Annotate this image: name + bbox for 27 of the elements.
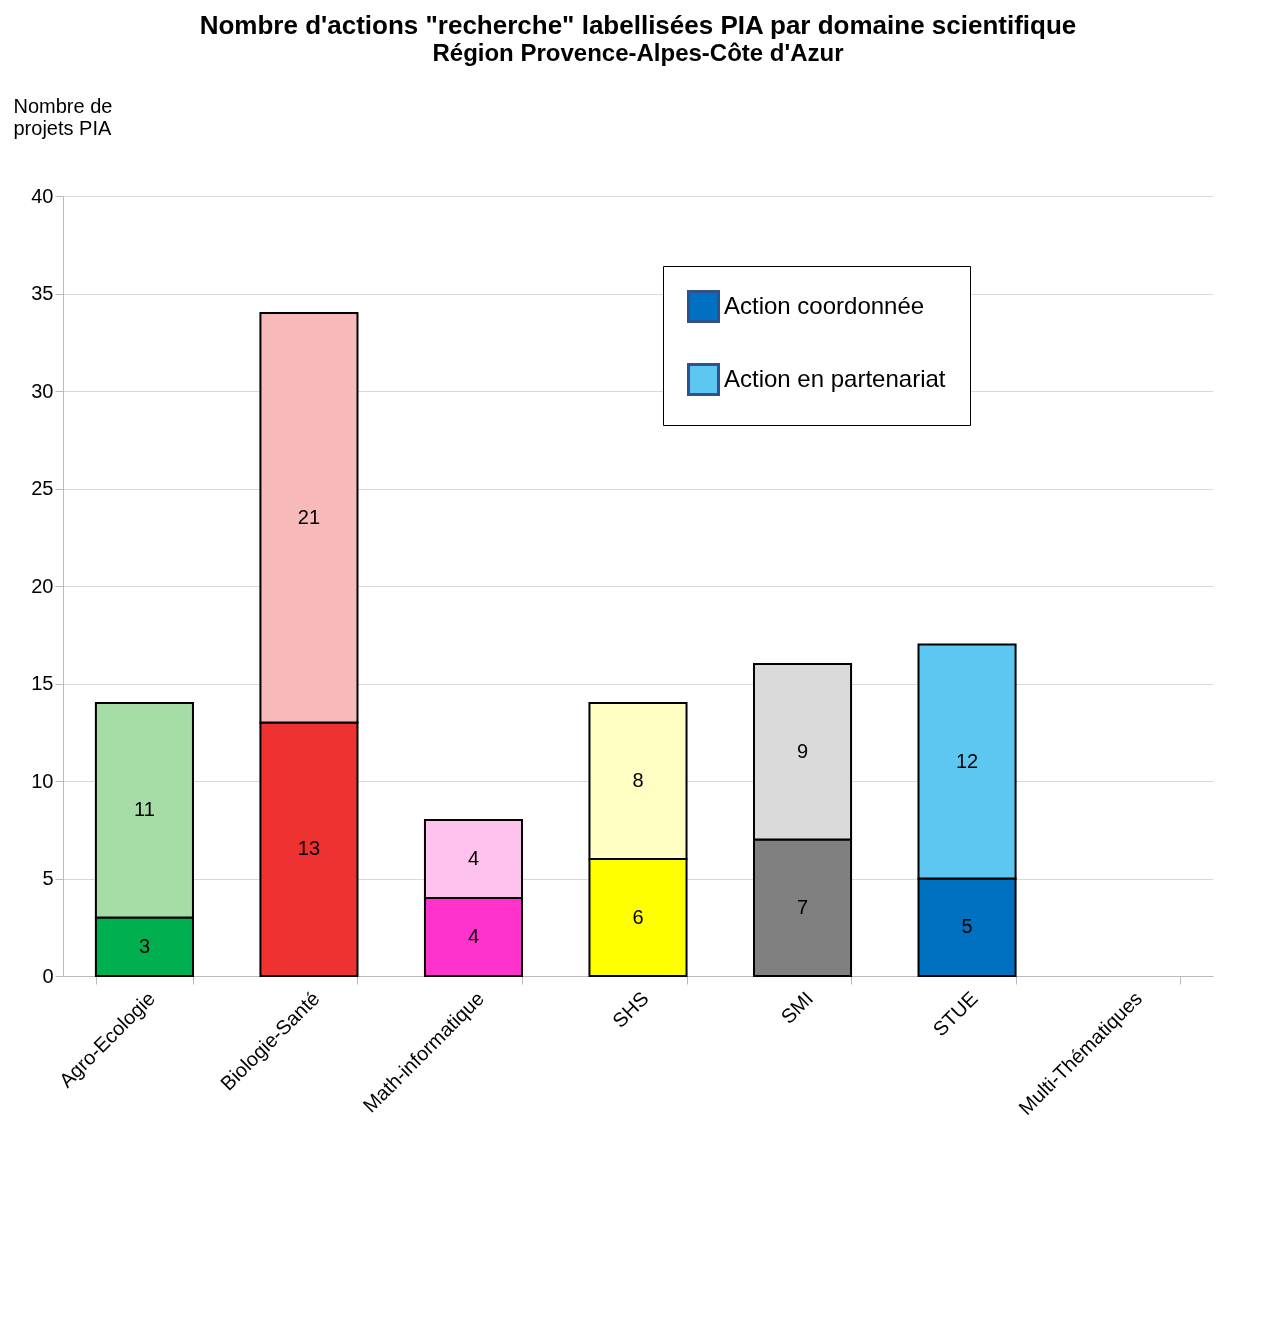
data-label: 4: [467, 925, 480, 947]
data-label: 3: [138, 934, 150, 957]
chart-title: Nombre d'actions "recherche" labellisées PIA par domaine scientifique: [199, 10, 1077, 40]
data-label: 4: [467, 847, 480, 869]
data-label: 8: [632, 769, 644, 791]
legend-label: Action en partenariat: [724, 364, 946, 392]
y-tick-label: 25: [31, 477, 54, 499]
y-tick-label: 30: [31, 379, 54, 402]
y-tick-label: 0: [42, 964, 54, 987]
data-label: 11: [134, 798, 155, 821]
y-tick-label: 35: [31, 282, 54, 304]
data-label: 7: [796, 895, 809, 918]
data-label: 21: [297, 505, 321, 528]
data-label: 12: [955, 749, 979, 772]
y-tick-label: 15: [31, 672, 54, 694]
y-tick-label: 20: [31, 574, 54, 597]
y-tick-label: 40: [31, 184, 54, 207]
data-label: 5: [961, 915, 973, 938]
y-tick-label: 5: [42, 867, 54, 889]
y-tick-label: 10: [31, 769, 54, 792]
data-label: 9: [796, 739, 809, 762]
legend-label: Action coordonnée: [724, 291, 925, 319]
data-label: 13: [297, 837, 321, 860]
data-label: 6: [632, 905, 644, 928]
chart-subtitle: Région Provence-Alpes-Côte d'Azur: [432, 39, 844, 66]
y-axis-title: Nombre de projets PIA: [13, 94, 113, 139]
x-tick-label: SMI: [776, 987, 818, 1028]
